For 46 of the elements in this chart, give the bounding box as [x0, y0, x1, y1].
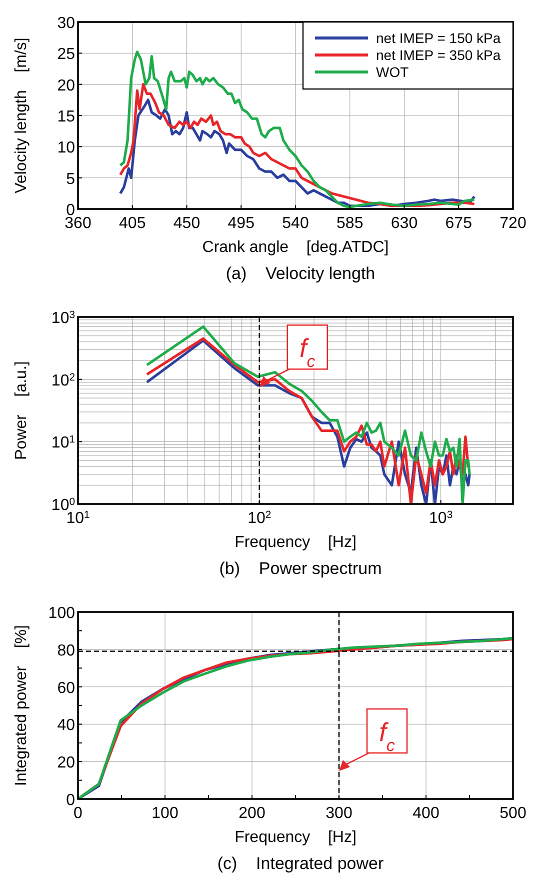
- y-tick-label: 5: [66, 170, 76, 188]
- x-tick-label: 720: [500, 215, 526, 232]
- y-axis-title: Integrated power [%]: [13, 625, 30, 786]
- y-tick-label: 10$^{2}$: [51, 372, 76, 390]
- legend-label: WOT: [376, 64, 410, 80]
- x-tick-label: 450: [173, 215, 200, 232]
- x-tick-label: 675: [445, 215, 472, 232]
- x-tick-label: 405: [119, 215, 146, 232]
- y-tick-label: 20: [57, 77, 76, 94]
- x-tick-label: 100: [152, 805, 178, 822]
- y-tick-label: 60: [57, 680, 76, 697]
- x-tick-label: 10$^{2}$: [248, 510, 272, 527]
- x-axis-title: Crank angle [deg.ATDC]: [202, 239, 389, 256]
- annotation: f$_{c}$: [300, 333, 316, 371]
- x-tick-label: 400: [412, 805, 440, 822]
- y-tick-label: 20: [57, 754, 76, 772]
- y-tick-label: 10: [57, 140, 76, 157]
- legend-label: net IMEP = 150 kPa: [376, 30, 501, 46]
- legend-label: net IMEP = 350 kPa: [376, 47, 501, 63]
- x-axis-title: Frequency [Hz]: [234, 829, 356, 846]
- x-tick-label: 200: [238, 805, 266, 822]
- x-tick-label: 360: [64, 215, 92, 232]
- text: (c) Integrated power: [217, 854, 384, 873]
- y-tick-label: 25: [57, 46, 76, 64]
- line-series: [118, 50, 476, 208]
- x-tick-label: 10$^{3}$: [429, 510, 453, 527]
- x-tick-label: 585: [336, 215, 364, 232]
- y-axis-title: Velocity length [m/s]: [13, 38, 30, 194]
- x-tick-label: 540: [282, 215, 309, 232]
- y-tick-label: 10$^{3}$: [51, 310, 76, 327]
- y-tick-label: 80: [57, 642, 76, 660]
- x-tick-label: 630: [390, 215, 418, 232]
- y-tick-label: 40: [57, 717, 76, 734]
- x-tick-label: 500: [500, 805, 526, 822]
- y-tick-label: 100: [48, 605, 76, 622]
- x-tick-label: 495: [228, 215, 255, 232]
- y-tick-label: 10$^{1}$: [51, 434, 76, 452]
- annotation: f$_{c}$: [379, 716, 396, 754]
- text: (a) Velocity length: [226, 264, 376, 283]
- y-tick-label: 30: [57, 15, 76, 32]
- text: (b) Power spectrum: [219, 559, 382, 578]
- y-tick-label: 15: [57, 108, 76, 126]
- y-axis-title: Power [a.u.]: [13, 361, 30, 460]
- x-axis-title: Frequency [Hz]: [234, 534, 356, 551]
- y-tick-label: 0: [66, 792, 76, 809]
- x-tick-label: 300: [326, 805, 352, 822]
